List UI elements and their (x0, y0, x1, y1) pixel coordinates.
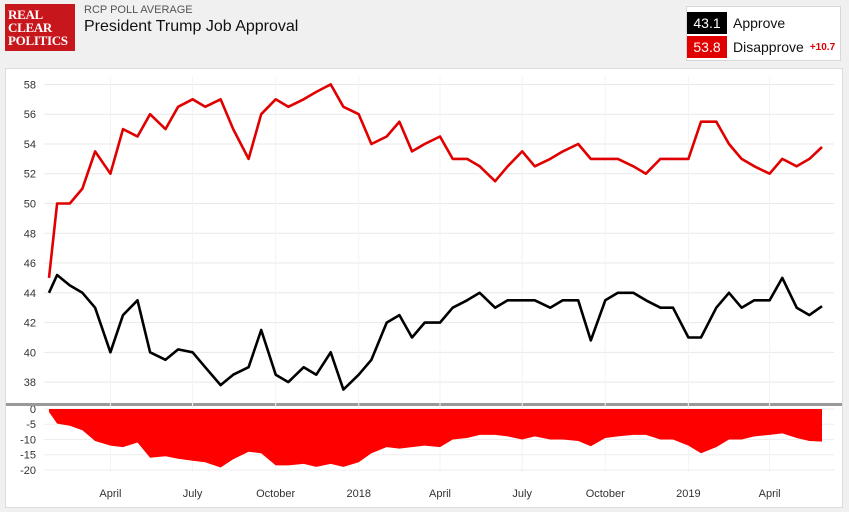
approve-value: 43.1 (687, 12, 727, 34)
spread-tick-label: -15 (20, 450, 36, 462)
y-tick-label: 58 (24, 79, 36, 91)
spread-area (49, 409, 822, 468)
legend-disapprove[interactable]: 53.8 Disapprove +10.7 (687, 36, 835, 58)
legend-box: 43.1 Approve 53.8 Disapprove +10.7 (686, 6, 841, 61)
chart-svg: 38 40 42 44 46 48 50 52 54 56 58 0 -5 -10 -15 -20 April J… (6, 77, 842, 500)
y-tick-label: 44 (24, 288, 36, 300)
approve-line (47, 273, 823, 391)
x-tick-label: April (99, 488, 121, 500)
poll-average-label: RCP POLL AVERAGE (84, 4, 193, 16)
x-tick-label: October (586, 488, 625, 500)
disapprove-value: 53.8 (687, 36, 727, 58)
x-tick-label: April (429, 488, 451, 500)
spread-tick-label: -10 (20, 434, 36, 446)
y-tick-label: 54 (24, 139, 36, 151)
y-tick-label: 46 (24, 258, 36, 270)
x-tick-label: 2019 (676, 488, 700, 500)
x-tick-label: 2018 (346, 488, 370, 500)
x-tick-label: April (759, 488, 781, 500)
logo-line-3: POLITICS (8, 33, 68, 48)
rcp-logo[interactable]: REAL CLEAR POLITICS (5, 4, 75, 51)
logo-line-2: CLEAR (8, 20, 53, 35)
y-tick-label: 52 (24, 169, 36, 181)
logo-line-1: REAL (8, 7, 43, 22)
x-tick-label: July (512, 488, 532, 500)
legend-approve[interactable]: 43.1 Approve (687, 12, 785, 34)
y-tick-label: 48 (24, 228, 36, 240)
x-tick-label: July (183, 488, 203, 500)
spread-value: +10.7 (809, 41, 836, 53)
panel-separator (6, 403, 842, 406)
y-tick-label: 50 (24, 199, 36, 211)
spread-tick-label: 0 (30, 404, 36, 416)
y-tick-label: 42 (24, 318, 36, 330)
approve-label: Approve (733, 15, 786, 31)
y-tick-label: 38 (24, 377, 36, 389)
chart-panel: 38 40 42 44 46 48 50 52 54 56 58 0 -5 -10 -15 -20 April J… (5, 68, 843, 508)
disapprove-line (47, 83, 823, 279)
y-tick-label: 40 (24, 347, 36, 359)
spread-tick-label: -5 (26, 419, 36, 431)
x-tick-label: October (256, 488, 295, 500)
spread-tick-label: -20 (20, 465, 36, 477)
y-tick-label: 56 (24, 109, 36, 121)
disapprove-label: Disapprove (733, 39, 804, 55)
chart-title: President Trump Job Approval (84, 18, 299, 35)
